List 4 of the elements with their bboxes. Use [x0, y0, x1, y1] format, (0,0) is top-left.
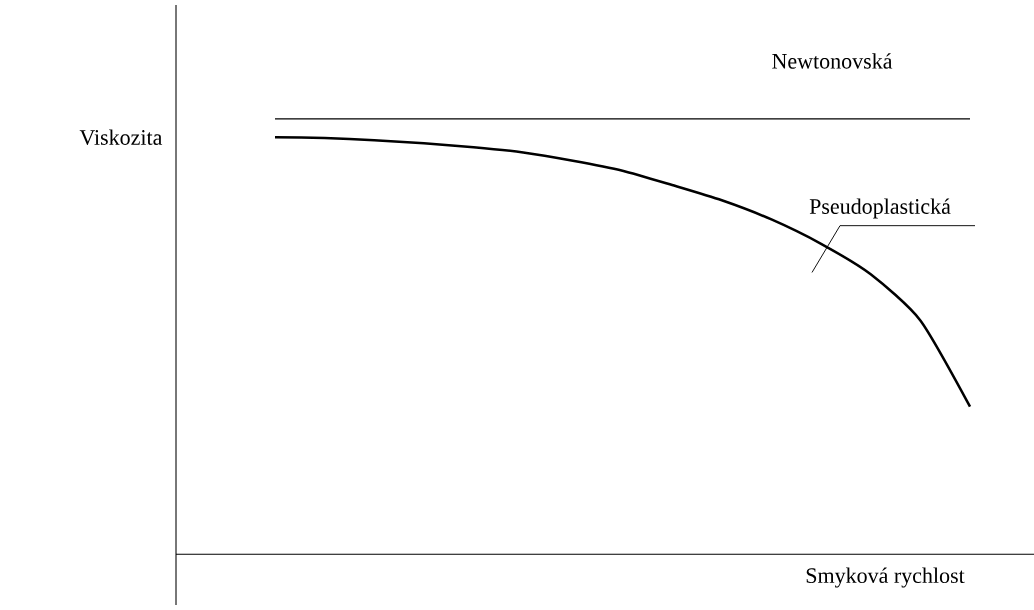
series-label: Pseudoplastická: [809, 198, 951, 219]
y-axis-title: Viskozita: [79, 129, 163, 146]
x-axis-title: Smyková rychlost: [806, 567, 965, 588]
text: Newtonovská: [772, 53, 893, 69]
